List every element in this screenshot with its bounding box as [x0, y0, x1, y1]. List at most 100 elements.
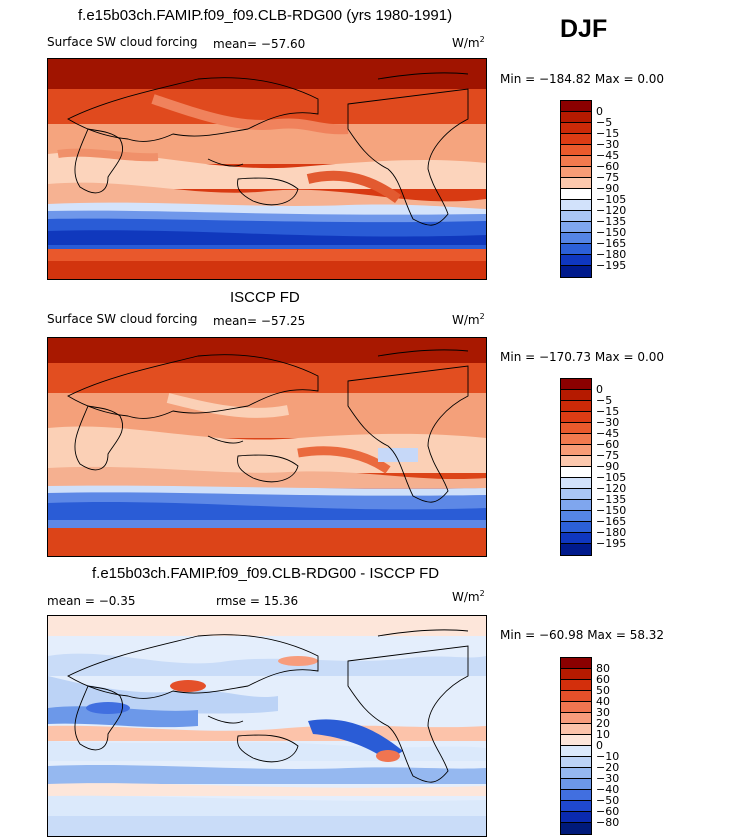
- panel-3-colorbar-tick-label: 60: [596, 673, 610, 686]
- panel-3-colorbar-tick-label: 50: [596, 684, 610, 697]
- panel-3-colorbar: 80 60 50 40 30 20 10 0 −10 −20 −30 −40 −50 −60 −80: [560, 657, 630, 835]
- panel-2-colorbar-tick-label: −75: [596, 449, 620, 462]
- panel-1-colorbar-tick-label: −180: [596, 248, 627, 261]
- panel-2-title: ISCCP FD: [230, 289, 300, 306]
- panel-3-colorbar-swatch: [561, 746, 591, 757]
- panel-2-colorbar-swatch: [561, 500, 591, 511]
- panel-1-title: f.e15b03ch.FAMIP.f09_f09.CLB-RDG00 (yrs …: [78, 7, 453, 24]
- panel-2-colorbar-swatch: [561, 412, 591, 423]
- panel-2-colorbar-tick-label: −60: [596, 438, 620, 451]
- panel-2-colorbar-swatch: [561, 379, 591, 390]
- panel-1-colorbar-swatch: [561, 167, 591, 178]
- panel-3-colorbar-tick-label: −10: [596, 750, 620, 763]
- panel-1-colorbar-tick-label: −90: [596, 182, 620, 195]
- panel-2-units: W/m2: [452, 312, 485, 327]
- panel-3-units: W/m2: [452, 589, 485, 604]
- panel-3-colorbar-swatch: [561, 702, 591, 713]
- panel-2-colorbar-swatch: [561, 533, 591, 544]
- panel-1-colorbar-swatch: [561, 255, 591, 266]
- panel-3-colorbar-swatch: [561, 713, 591, 724]
- panel-3-title: f.e15b03ch.FAMIP.f09_f09.CLB-RDG00 - ISC…: [92, 565, 440, 582]
- panel-2-colorbar-swatches: [560, 378, 592, 556]
- panel-2-colorbar-swatch: [561, 467, 591, 478]
- panel-3-colorbar-swatch: [561, 757, 591, 768]
- panel-1-colorbar-tick-label: −150: [596, 226, 627, 239]
- panel-1-colorbar-swatch: [561, 134, 591, 145]
- panel-3-mean-label: mean = −0.35: [47, 594, 136, 608]
- panel-2-colorbar-swatch: [561, 511, 591, 522]
- panel-1-colorbar-tick-label: −120: [596, 204, 627, 217]
- panel-1-colorbar-tick-label: −105: [596, 193, 627, 206]
- panel-1-colorbar-swatch: [561, 145, 591, 156]
- panel-3-colorbar-swatch: [561, 768, 591, 779]
- panel-1-colorbar-swatch: [561, 244, 591, 255]
- panel-3-colorbar-tick-label: −80: [596, 816, 620, 829]
- panel-1-colorbar-tick-label: −45: [596, 149, 620, 162]
- panel-3-minmax: Min = −60.98 Max = 58.32: [500, 628, 665, 642]
- panel-1-colorbar-swatch: [561, 222, 591, 233]
- panel-3-colorbar-swatch: [561, 735, 591, 746]
- panel-2-colorbar-swatch: [561, 489, 591, 500]
- panel-3-colorbar-swatch: [561, 680, 591, 691]
- panel-2-colorbar-swatch: [561, 390, 591, 401]
- panel-1-colorbar-tick-label: −15: [596, 127, 620, 140]
- panel-2-map: [47, 337, 487, 557]
- panel-3-colorbar-tick-label: −30: [596, 772, 620, 785]
- panel-2-colorbar-tick-label: −195: [596, 537, 627, 550]
- panel-2-colorbar-swatch: [561, 478, 591, 489]
- panel-1-colorbar-swatch: [561, 200, 591, 211]
- panel-1-map-field: [48, 59, 486, 279]
- panel-1-colorbar-tick-label: −135: [596, 215, 627, 228]
- panel-1-colorbar-swatch: [561, 123, 591, 134]
- panel-3-colorbar-swatch: [561, 812, 591, 823]
- panel-2-colorbar-swatch: [561, 434, 591, 445]
- panel-3-colorbar-tick-label: −50: [596, 794, 620, 807]
- panel-1-colorbar-swatch: [561, 101, 591, 112]
- panel-2-colorbar-tick-label: −90: [596, 460, 620, 473]
- panel-3-map: [47, 615, 487, 837]
- panel-1-colorbar-tick-label: −5: [596, 116, 613, 129]
- panel-2-colorbar-tick-label: −165: [596, 515, 627, 528]
- panel-2-colorbar-tick-label: −30: [596, 416, 620, 429]
- panel-3-colorbar-swatch: [561, 779, 591, 790]
- panel-2-colorbar-tick-label: −105: [596, 471, 627, 484]
- panel-2-map-field: [48, 338, 486, 556]
- panel-3-colorbar-tick-label: 80: [596, 662, 610, 675]
- panel-1-mean-label: mean= −57.60: [213, 37, 306, 51]
- panel-1-colorbar-swatches: [560, 100, 592, 278]
- panel-3-colorbar-swatches: [560, 657, 592, 835]
- panel-2-colorbar-tick-label: −135: [596, 493, 627, 506]
- season-label: DJF: [560, 15, 608, 43]
- panel-2-colorbar-tick-label: 0: [596, 383, 603, 396]
- panel-3-colorbar-tick-label: 10: [596, 728, 610, 741]
- panel-2-colorbar-tick-label: −15: [596, 405, 620, 418]
- panel-1-colorbar-swatch: [561, 266, 591, 277]
- panel-2-colorbar-tick-label: −120: [596, 482, 627, 495]
- panel-3-colorbar-tick-label: −40: [596, 783, 620, 796]
- panel-1-minmax: Min = −184.82 Max = 0.00: [500, 72, 665, 86]
- panel-2-colorbar-tick-label: −180: [596, 526, 627, 539]
- panel-2-colorbar-swatch: [561, 445, 591, 456]
- panel-1-colorbar-tick-label: −165: [596, 237, 627, 250]
- panel-3-colorbar-swatch: [561, 724, 591, 735]
- panel-3-colorbar-tick-label: −60: [596, 805, 620, 818]
- panel-1-colorbar-swatch: [561, 112, 591, 123]
- panel-3-colorbar-swatch: [561, 801, 591, 812]
- panel-1-variable-label: Surface SW cloud forcing: [47, 35, 198, 49]
- panel-1-colorbar-swatch: [561, 178, 591, 189]
- panel-2-colorbar-swatch: [561, 401, 591, 412]
- panel-1-map: [47, 58, 487, 280]
- panel-3-colorbar-swatch: [561, 691, 591, 702]
- panel-1-colorbar-swatch: [561, 156, 591, 167]
- panel-3-colorbar-tick-label: 0: [596, 739, 603, 752]
- panel-1-colorbar-swatch: [561, 233, 591, 244]
- panel-1-colorbar-tick-label: 0: [596, 105, 603, 118]
- panel-3-colorbar-tick-label: 40: [596, 695, 610, 708]
- panel-2-variable-label: Surface SW cloud forcing: [47, 312, 198, 326]
- panel-3-colorbar-tick-label: 30: [596, 706, 610, 719]
- panel-2-minmax: Min = −170.73 Max = 0.00: [500, 350, 665, 364]
- panel-2-colorbar: 0 −5 −15 −30 −45 −60 −75 −90 −105 −120 −135 −150 −16…: [560, 378, 630, 556]
- panel-2-colorbar-swatch: [561, 423, 591, 434]
- panel-1-colorbar-tick-label: −30: [596, 138, 620, 151]
- panel-2-colorbar-swatch: [561, 456, 591, 467]
